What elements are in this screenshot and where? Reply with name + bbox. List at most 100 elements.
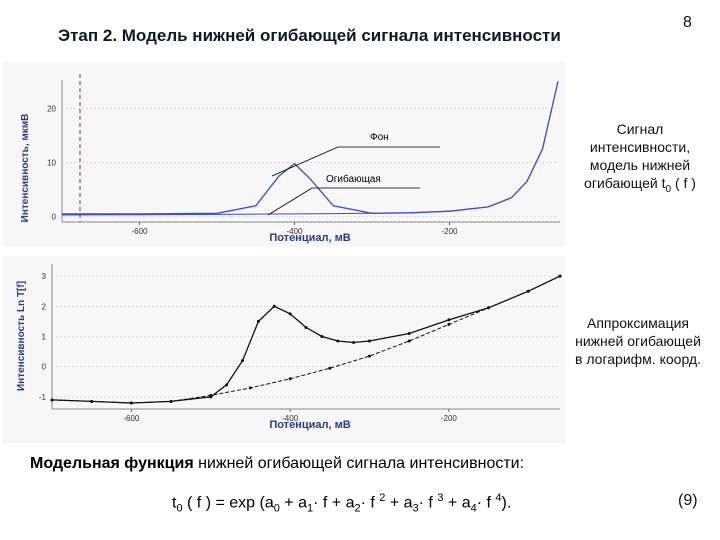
bot-y-tick-label: 1 — [42, 333, 47, 342]
bot-series-point — [241, 359, 244, 363]
f-p4: + a — [443, 494, 471, 512]
bot-series-point — [368, 354, 371, 358]
top-caption: Сигнал интенсивности, модель нижней огиб… — [566, 120, 714, 199]
bot-series-point — [50, 398, 54, 402]
bot-series-point — [90, 399, 94, 403]
model-function-rest: нижней огибающей сигнала интенсивности: — [193, 455, 525, 472]
bot-series-point — [368, 339, 371, 343]
top-x-label: Потенциал, мВ — [269, 232, 350, 244]
bottom-caption-line-1: Аппроксимация — [586, 315, 689, 331]
top-caption-line-2: интенсивности, — [589, 139, 691, 155]
f-a2: 2 — [354, 502, 361, 515]
f-a0: 0 — [273, 502, 280, 515]
bottom-caption: Аппроксимация нижней огибающей в логариф… — [560, 314, 716, 368]
top-caption-sub: 0 — [665, 183, 672, 195]
top-chart: 20 10 0 -600 -400 -200 Интенсивность, мкмВ П… — [3, 62, 565, 247]
bot-series-point — [248, 386, 252, 390]
top-series-group — [61, 81, 559, 216]
top-x-tick-label: -200 — [441, 227, 458, 236]
bot-series-point — [320, 335, 324, 338]
bottom-x-ticks: -600 -400 -200 — [123, 409, 457, 423]
bot-y-tick-label: -1 — [39, 393, 47, 402]
bot-series-point — [225, 383, 229, 387]
f-f1: · f + a — [313, 494, 355, 512]
bot-series-point — [487, 306, 491, 310]
bot-series-point — [352, 341, 356, 345]
f-f3: · f — [418, 494, 438, 512]
f-a3: 3 — [412, 502, 419, 515]
bottom-chart-background — [3, 256, 565, 443]
top-caption-line-3: модель нижней — [589, 157, 691, 173]
top-caption-line-4: огибающей t0 ( f ) — [566, 174, 714, 199]
bot-series-point — [407, 331, 411, 335]
bot-x-tick-label: -600 — [123, 414, 140, 423]
top-y-ticks: 20 10 0 — [47, 104, 56, 221]
bot-series-point — [558, 274, 562, 278]
bot-series-line-2 — [51, 275, 561, 404]
f-p1: + a — [279, 494, 307, 512]
top-caption-line-1: Сигнал — [616, 121, 664, 137]
formula: t0 ( f ) = exp (a0 + a1· f + a2· f 2 + a… — [172, 492, 511, 515]
f-t-sub: 0 — [176, 502, 183, 515]
f-a1: 1 — [306, 502, 314, 515]
bottom-y-ticks: 3 2 1 0 -1 — [39, 272, 47, 402]
bot-series-point — [447, 318, 451, 322]
bot-series-point — [169, 399, 173, 403]
f-e3: 3 — [437, 492, 444, 504]
fon-label: Фон — [370, 132, 389, 143]
top-series-line-2 — [61, 81, 559, 216]
f-t: t — [172, 494, 177, 512]
bottom-chart: 3 2 1 0 -1 -600 -400 -200 Интенсивность Ln T[f… — [3, 256, 565, 443]
model-function-line: Модельная функция нижней огибающей сигна… — [30, 455, 524, 473]
bot-series-point — [447, 322, 451, 326]
bottom-series-group — [50, 274, 562, 405]
bot-series-point — [328, 366, 332, 370]
top-y-tick-label: 20 — [47, 104, 56, 113]
page-number: 8 — [683, 14, 692, 31]
bot-series-point — [256, 319, 260, 323]
f-open: ( f ) = exp (a — [182, 494, 274, 512]
bot-y-tick-label: 2 — [42, 302, 47, 311]
bot-series-point — [288, 312, 292, 316]
bot-x-tick-label: -200 — [441, 414, 458, 423]
slide-title: Этап 2. Модель нижней огибающей сигнала … — [58, 26, 561, 45]
bottom-x-label: Потенциал, мВ — [269, 419, 350, 431]
top-chart-background — [3, 62, 565, 247]
f-f4: · f — [476, 494, 496, 512]
bot-series-point — [288, 377, 292, 381]
top-y-tick-label: 0 — [52, 213, 57, 222]
f-e2: 2 — [379, 492, 386, 504]
f-f2: · f — [360, 494, 380, 512]
env-label: Огибающая — [326, 173, 381, 185]
f-p3: + a — [385, 494, 413, 512]
bot-series-point — [272, 304, 276, 308]
bot-series-point — [304, 325, 308, 329]
top-y-tick-label: 10 — [47, 159, 56, 168]
bot-y-tick-label: 0 — [42, 363, 47, 372]
bot-series-point — [129, 401, 133, 405]
bot-series-point — [336, 339, 340, 343]
top-x-tick-label: -600 — [131, 227, 148, 236]
f-e4: 4 — [495, 492, 502, 504]
bot-y-tick-label: 3 — [42, 272, 47, 281]
bot-series-point — [526, 289, 530, 293]
f-a4: 4 — [470, 502, 477, 515]
top-caption-tail: ( f ) — [671, 175, 696, 191]
f-close: ). — [501, 494, 512, 512]
bottom-caption-line-2: нижней огибающей — [575, 333, 701, 349]
bot-series-line-1 — [51, 275, 561, 404]
bot-series-point — [209, 393, 213, 397]
bottom-y-grid — [52, 275, 560, 398]
bot-x-tick-label: -400 — [282, 414, 299, 423]
top-x-ticks: -600 -400 -200 — [131, 222, 458, 236]
bot-series-point — [407, 339, 411, 343]
env-callout-line — [267, 187, 313, 216]
model-function-bold: Модельная функция — [30, 455, 194, 472]
fon-callout-line — [271, 146, 339, 177]
top-y-label: Интенсивность, мкмВ — [20, 114, 31, 223]
top-y-grid — [62, 108, 558, 217]
equation-number: (9) — [678, 492, 698, 509]
top-caption-text: огибающей t — [584, 175, 666, 191]
bottom-y-label: Интенсивность Ln T[f] — [16, 281, 27, 391]
top-x-tick-label: -400 — [286, 227, 303, 236]
